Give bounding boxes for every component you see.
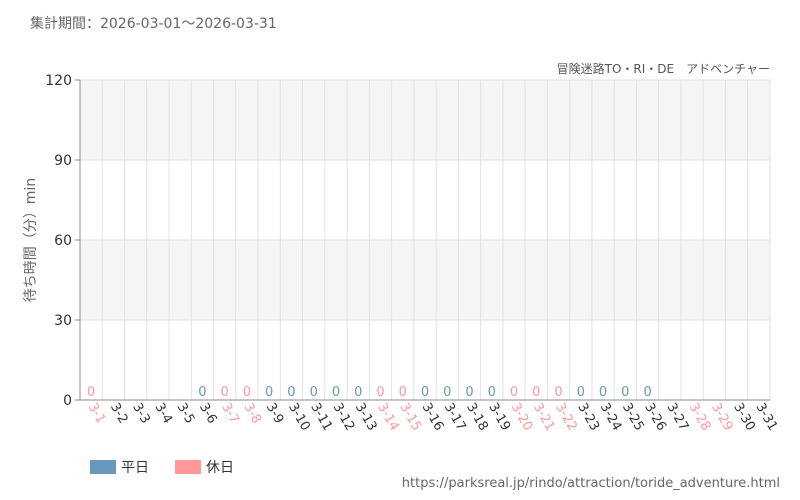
data-label: 0 — [577, 385, 585, 400]
data-label: 0 — [421, 385, 429, 400]
legend-label-weekday: 平日 — [121, 460, 149, 476]
data-label: 0 — [332, 385, 340, 400]
x-tick-label: 3-30 — [730, 401, 758, 434]
plot-band — [80, 240, 770, 320]
y-tick-label: 0 — [63, 393, 72, 409]
x-tick-label: 3-16 — [419, 401, 447, 434]
x-tick-label: 3-2 — [107, 401, 131, 427]
x-tick-label: 3-9 — [263, 401, 287, 427]
data-label: 0 — [488, 385, 496, 400]
data-label: 0 — [354, 385, 362, 400]
plot-band — [80, 80, 770, 160]
data-label: 0 — [87, 385, 95, 400]
y-tick-label: 60 — [54, 233, 72, 249]
y-tick-label: 90 — [54, 153, 72, 169]
x-tick-label: 3-5 — [174, 401, 198, 427]
x-tick-label: 3-26 — [641, 401, 669, 434]
x-tick-label: 3-18 — [463, 401, 491, 434]
x-tick-label: 3-29 — [708, 401, 736, 434]
data-label: 0 — [376, 385, 384, 400]
y-tick-label: 30 — [54, 313, 72, 329]
data-label: 0 — [554, 385, 562, 400]
data-label: 0 — [287, 385, 295, 400]
x-tick-label: 3-28 — [686, 401, 714, 434]
x-tick-label: 3-24 — [597, 401, 625, 434]
x-tick-label: 3-6 — [196, 401, 220, 427]
data-label: 0 — [265, 385, 273, 400]
chart-subtitle: 冒険迷路TO・RI・DE アドベンチャー — [557, 61, 770, 76]
x-tick-label: 3-31 — [752, 401, 780, 434]
data-label: 0 — [221, 385, 229, 400]
x-tick-label: 3-27 — [663, 401, 691, 434]
x-tick-label: 3-7 — [218, 401, 242, 427]
x-tick-label: 3-17 — [441, 401, 469, 434]
plot-band — [80, 160, 770, 240]
legend-swatch-holiday — [175, 460, 201, 474]
x-tick-label: 3-22 — [552, 401, 580, 434]
data-label: 0 — [532, 385, 540, 400]
legend: 平日 休日 — [90, 460, 234, 476]
x-tick-label: 3-3 — [129, 401, 153, 427]
x-tick-label: 3-23 — [574, 401, 602, 434]
y-axis-label: 待ち時間（分）min — [23, 178, 39, 302]
data-label: 0 — [621, 385, 629, 400]
data-label: 0 — [643, 385, 651, 400]
x-tick-label: 3-1 — [85, 401, 109, 427]
y-tick-label: 120 — [45, 73, 72, 89]
x-tick-label: 3-4 — [151, 401, 175, 427]
x-tick-label: 3-14 — [374, 401, 402, 434]
legend-label-holiday: 休日 — [206, 460, 234, 476]
x-tick-label: 3-21 — [530, 401, 558, 434]
data-label: 0 — [599, 385, 607, 400]
data-label: 0 — [399, 385, 407, 400]
data-label: 0 — [443, 385, 451, 400]
x-tick-label: 3-8 — [240, 401, 264, 427]
x-tick-label: 3-25 — [619, 401, 647, 434]
x-tick-label: 3-20 — [508, 401, 536, 434]
x-tick-label: 3-19 — [485, 401, 513, 434]
data-label: 0 — [198, 385, 206, 400]
data-label: 0 — [310, 385, 318, 400]
x-tick-label: 3-13 — [352, 401, 380, 434]
data-label: 0 — [510, 385, 518, 400]
x-tick-label: 3-11 — [307, 401, 335, 434]
x-tick-label: 3-12 — [330, 401, 358, 434]
x-tick-label: 3-10 — [285, 401, 313, 434]
legend-swatch-weekday — [90, 460, 116, 474]
footer-url[interactable]: https://parksreal.jp/rindo/attraction/to… — [402, 476, 780, 491]
plot-band — [80, 320, 770, 400]
period-label: 集計期間：2026-03-01～2026-03-31 — [30, 15, 277, 32]
x-tick-label: 3-15 — [396, 401, 424, 434]
data-label: 0 — [243, 385, 251, 400]
data-label: 0 — [465, 385, 473, 400]
